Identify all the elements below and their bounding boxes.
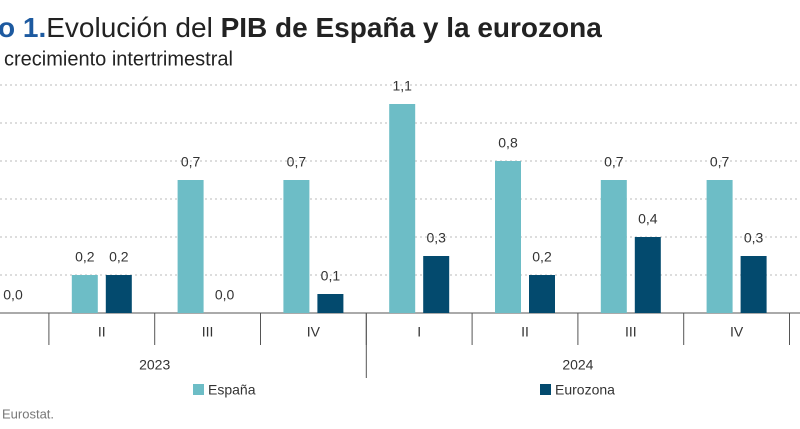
- bar: [600, 180, 627, 313]
- value-label: 0,2: [75, 249, 95, 265]
- bar: [71, 275, 98, 313]
- year-label: 2024: [562, 357, 593, 373]
- value-label: 0,8: [498, 135, 518, 151]
- legend-swatch: [540, 384, 551, 395]
- year-label: 2023: [139, 357, 170, 373]
- bar: [495, 161, 521, 313]
- title-lead: Evolución del: [46, 12, 220, 43]
- legend-label: España: [208, 382, 256, 398]
- title-number: o 1.: [0, 12, 46, 43]
- value-label: 0,0: [3, 287, 23, 303]
- bar: [529, 275, 555, 313]
- x-tick-label: I: [417, 324, 421, 340]
- title-bold: PIB de España y la eurozona: [221, 12, 603, 43]
- x-tick-label: II: [98, 324, 106, 340]
- value-label: 0,0: [215, 287, 235, 303]
- value-label: 0,7: [287, 154, 307, 170]
- bar: [105, 275, 132, 313]
- value-label: 0,1: [321, 268, 341, 284]
- bar: [423, 256, 450, 313]
- bar: [283, 180, 310, 313]
- bar: [634, 237, 661, 313]
- legend-swatch: [193, 384, 204, 395]
- value-label: 0,2: [109, 249, 129, 265]
- value-label: 0,3: [426, 230, 446, 246]
- value-label: 0,2: [532, 249, 552, 265]
- value-label: 0,4: [638, 211, 658, 227]
- x-tick-label: III: [625, 324, 637, 340]
- bar: [740, 256, 767, 313]
- bar: [389, 104, 416, 313]
- x-tick-label: IV: [307, 324, 321, 340]
- value-label: 0,7: [604, 154, 624, 170]
- value-label: 1,1: [392, 78, 412, 94]
- bar: [317, 294, 344, 313]
- bar: [706, 180, 733, 313]
- value-label: 0,7: [710, 154, 730, 170]
- subtitle: crecimiento intertrimestral: [4, 48, 233, 70]
- source: Eurostat.: [2, 406, 54, 421]
- x-tick-label: II: [521, 324, 529, 340]
- x-tick-label: III: [202, 324, 214, 340]
- value-label: 0,3: [744, 230, 764, 246]
- x-tick-label: IV: [730, 324, 744, 340]
- value-label: 0,7: [181, 154, 201, 170]
- bar: [177, 180, 204, 313]
- legend-label: Eurozona: [555, 382, 615, 398]
- chart-title: o 1.Evolución del PIB de España y la eur…: [0, 12, 602, 43]
